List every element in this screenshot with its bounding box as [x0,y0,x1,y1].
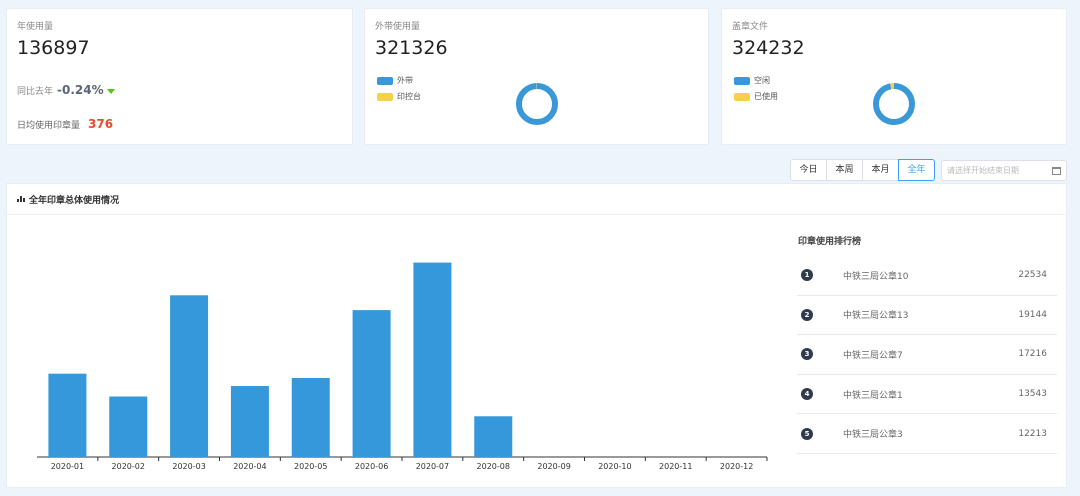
usage-bar-chart: 2020-01 2020-02 2020-03 2020-04 2020-05 2020-… [37,262,768,471]
stamped-files-card: 盖章文件 324232 空闲 已使用 [721,8,1067,145]
bar-2020-06[interactable] [352,310,391,457]
stamped-donut-chart[interactable] [870,80,918,128]
legend-label: 印控台 [397,92,421,101]
bar-2020-08[interactable] [474,416,513,457]
legend-swatch [734,76,750,85]
panel-title: 全年印章总体使用情况 [29,195,120,206]
legend-swatch [377,92,393,101]
seal-usage-count: 19144 [1018,309,1047,320]
x-tick-label: 2020-11 [659,462,692,471]
ranking-list: 1 中铁三局公章10 22534 2 中铁三局公章13 19144 3 中铁三局… [797,256,1057,454]
external-usage-card: 外带使用量 321326 外带 印控台 [364,8,709,145]
external-usage-value: 321326 [375,37,448,59]
stamped-slice-0[interactable] [873,83,915,125]
seal-name: 中铁三局公章7 [843,350,903,361]
ranking-item[interactable]: 4 中铁三局公章1 13543 [797,375,1057,415]
seal-usage-count: 17216 [1018,349,1047,360]
legend-label: 外带 [397,76,413,85]
daily-label: 日均使用印章量 [17,121,81,131]
calendar-icon[interactable] [1052,167,1061,175]
bar-2020-01[interactable] [48,373,87,457]
bar-2020-04[interactable] [230,386,269,457]
stamped-slice-1[interactable] [873,83,915,125]
panel-header: 全年印章总体使用情况 [7,184,1066,215]
yoy-label: 同比去年 [17,87,54,97]
x-tick-label: 2020-06 [355,462,388,471]
x-tick-label: 2020-07 [416,462,449,471]
legend-label: 空闲 [754,76,770,85]
rank-number: 2 [801,308,813,321]
ranking-item[interactable]: 3 中铁三局公章7 17216 [797,335,1057,375]
rank-number: 1 [801,269,813,282]
yoy-row: 同比去年 -0.24% [17,83,115,97]
period-tabs: 今日 本周 本月 全年 [790,159,935,181]
x-tick-label: 2020-02 [112,462,145,471]
annual-usage-card: 年使用量 136897 同比去年 -0.24% 日均使用印章量 376 [6,8,353,145]
legend-item[interactable]: 已使用 [734,91,778,102]
card-title: 盖章文件 [732,22,769,32]
seal-usage-count: 12213 [1018,428,1047,439]
seal-name: 中铁三局公章10 [843,271,909,282]
x-tick-label: 2020-03 [172,462,205,471]
seal-name: 中铁三局公章13 [843,311,909,322]
rank-number: 4 [801,388,813,401]
daily-value: 376 [88,117,114,131]
ranking-item[interactable]: 2 中铁三局公章13 19144 [797,296,1057,336]
card-title: 外带使用量 [375,22,421,32]
legend-swatch [734,92,750,101]
ranking-item[interactable]: 1 中铁三局公章10 22534 [797,256,1057,296]
legend-item[interactable]: 印控台 [377,91,421,102]
seal-name: 中铁三局公章3 [843,430,903,441]
rank-number: 3 [801,348,813,361]
yoy-value: -0.24% [57,83,104,97]
x-tick-label: 2020-08 [477,462,510,471]
x-tick-label: 2020-04 [233,462,266,471]
legend-item[interactable]: 空闲 [734,75,770,86]
ranking-title: 印章使用排行榜 [798,237,862,247]
legend-swatch [377,76,393,85]
rank-number: 5 [801,427,813,440]
tab-week[interactable]: 本周 [826,159,863,181]
triangle-down-icon [106,89,115,94]
x-tick-label: 2020-12 [720,462,753,471]
external-slice-0[interactable] [516,83,558,125]
ranking-list-section: 印章使用排行榜 1 中铁三局公章10 22534 2 中铁三局公章13 1914… [797,234,1057,454]
ranking-item[interactable]: 5 中铁三局公章3 12213 [797,414,1057,454]
x-tick-label: 2020-09 [537,462,570,471]
bar-chart-icon [17,196,25,202]
seal-usage-count: 22534 [1018,270,1047,281]
tab-today[interactable]: 今日 [790,159,827,181]
stamped-files-value: 324232 [732,37,805,59]
external-donut-chart[interactable] [513,80,561,128]
date-range-input[interactable]: 请选择开始结束日期 [941,160,1067,181]
bar-2020-03[interactable] [170,295,209,457]
date-range-placeholder: 请选择开始结束日期 [947,166,1019,175]
bar-2020-07[interactable] [413,262,452,457]
x-tick-label: 2020-01 [51,462,84,471]
bar-2020-02[interactable] [109,396,148,457]
x-tick-label: 2020-05 [294,462,327,471]
legend-label: 已使用 [754,92,778,101]
x-tick-label: 2020-10 [598,462,631,471]
usage-panel: 全年印章总体使用情况 2020-01 2020-02 2020-03 2020-04 2… [6,183,1067,488]
daily-row: 日均使用印章量 376 [17,117,113,131]
bar-2020-05[interactable] [291,378,330,457]
tab-year[interactable]: 全年 [898,159,935,181]
legend-item[interactable]: 外带 [377,75,413,86]
card-title: 年使用量 [17,22,54,32]
seal-usage-count: 13543 [1018,389,1047,400]
annual-usage-value: 136897 [17,37,90,59]
tab-month[interactable]: 本月 [862,159,899,181]
seal-name: 中铁三局公章1 [843,390,903,401]
